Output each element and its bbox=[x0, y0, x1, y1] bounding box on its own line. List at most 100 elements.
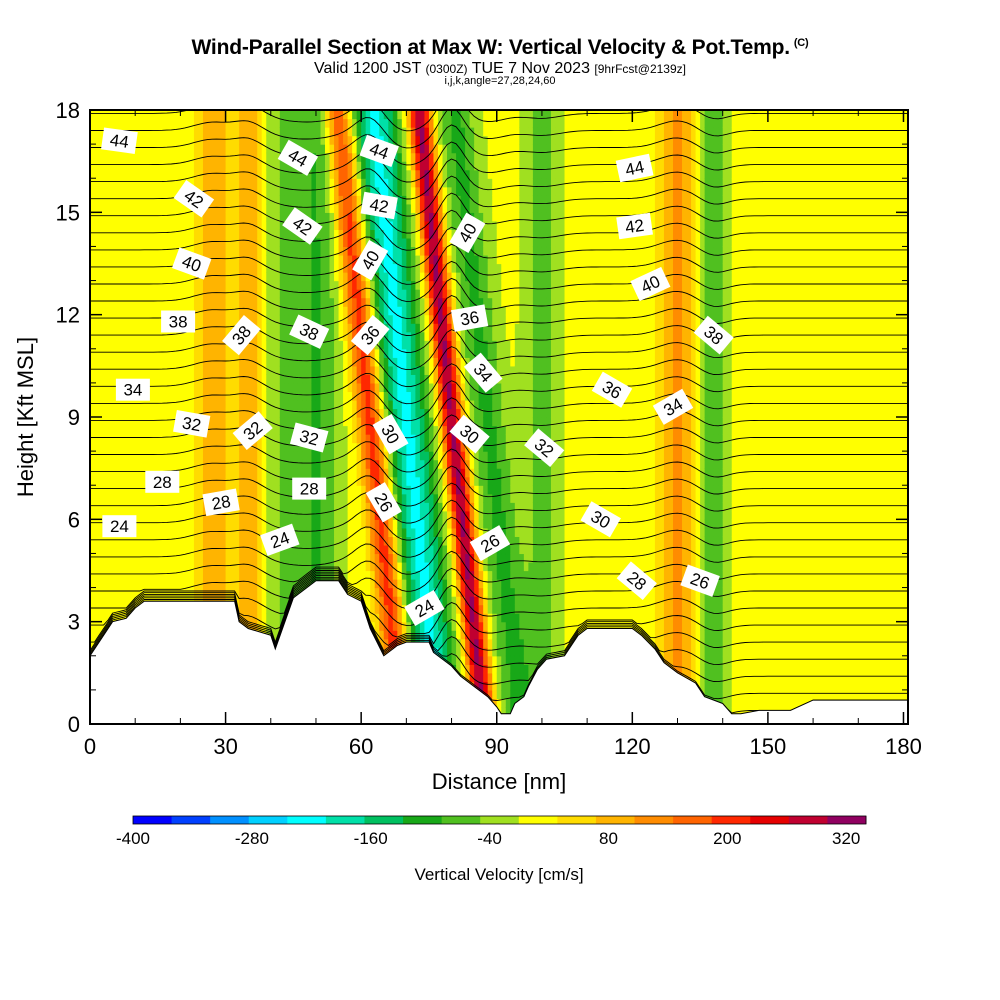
velocity-cell bbox=[311, 195, 317, 205]
velocity-cell bbox=[180, 340, 186, 350]
velocity-cell bbox=[171, 408, 177, 418]
velocity-cell bbox=[157, 579, 163, 589]
velocity-cell bbox=[157, 314, 163, 324]
velocity-cell bbox=[279, 417, 285, 427]
velocity-cell bbox=[293, 272, 299, 282]
velocity-cell bbox=[157, 519, 163, 529]
velocity-cell bbox=[257, 246, 263, 256]
velocity-cell bbox=[112, 544, 118, 555]
velocity-cell bbox=[216, 161, 222, 171]
velocity-cell bbox=[352, 161, 358, 171]
velocity-cell bbox=[221, 280, 227, 290]
velocity-cell bbox=[257, 195, 263, 205]
velocity-cell bbox=[153, 127, 159, 137]
velocity-cell bbox=[397, 587, 403, 597]
velocity-cell bbox=[306, 254, 313, 265]
velocity-cell bbox=[325, 374, 331, 384]
velocity-cell bbox=[239, 212, 245, 222]
velocity-cell bbox=[311, 348, 317, 358]
velocity-cell bbox=[153, 527, 159, 537]
velocity-cell bbox=[166, 451, 172, 461]
velocity-cell bbox=[162, 348, 168, 358]
velocity-cell bbox=[108, 246, 114, 256]
velocity-cell bbox=[388, 186, 394, 196]
velocity-cell bbox=[90, 306, 96, 316]
velocity-cell bbox=[252, 178, 258, 188]
velocity-cell bbox=[230, 365, 236, 375]
velocity-cell bbox=[153, 323, 159, 333]
velocity-cell bbox=[184, 502, 191, 512]
velocity-cell bbox=[311, 118, 317, 128]
velocity-cell bbox=[306, 357, 313, 367]
velocity-cell bbox=[126, 587, 132, 597]
velocity-cell bbox=[207, 186, 213, 196]
velocity-cell bbox=[144, 340, 150, 350]
velocity-cell bbox=[90, 314, 96, 324]
velocity-cell bbox=[257, 604, 263, 614]
velocity-cell bbox=[325, 186, 331, 196]
velocity-cell bbox=[275, 186, 281, 196]
velocity-cell bbox=[392, 331, 398, 341]
velocity-cell bbox=[356, 579, 362, 589]
velocity-cell bbox=[352, 476, 358, 486]
velocity-cell bbox=[198, 152, 204, 162]
velocity-cell bbox=[94, 502, 100, 512]
velocity-cell bbox=[370, 596, 376, 606]
velocity-cell bbox=[171, 135, 177, 145]
velocity-cell bbox=[216, 357, 222, 367]
velocity-cell bbox=[144, 314, 150, 324]
velocity-cell bbox=[216, 425, 222, 435]
velocity-cell bbox=[279, 280, 285, 290]
velocity-cell bbox=[302, 374, 308, 384]
velocity-cell bbox=[343, 391, 349, 401]
velocity-cell bbox=[275, 434, 281, 444]
velocity-cell bbox=[329, 220, 335, 230]
velocity-cell bbox=[383, 220, 389, 230]
velocity-cell bbox=[329, 161, 335, 171]
velocity-cell bbox=[392, 408, 398, 418]
velocity-cell bbox=[171, 144, 177, 154]
velocity-cell bbox=[221, 519, 227, 529]
velocity-cell bbox=[365, 485, 371, 495]
velocity-cell bbox=[270, 459, 276, 469]
velocity-cell bbox=[234, 399, 240, 410]
velocity-cell bbox=[302, 519, 308, 529]
velocity-cell bbox=[121, 237, 127, 248]
velocity-cell bbox=[157, 152, 163, 162]
velocity-cell bbox=[320, 220, 326, 230]
velocity-cell bbox=[248, 110, 254, 120]
velocity-cell bbox=[193, 459, 200, 469]
velocity-cell bbox=[193, 442, 200, 452]
velocity-cell bbox=[370, 169, 376, 179]
velocity-cell bbox=[311, 314, 317, 324]
velocity-cell bbox=[189, 544, 195, 555]
velocity-cell bbox=[234, 536, 240, 546]
velocity-cell bbox=[248, 536, 254, 546]
velocity-cell bbox=[288, 365, 294, 375]
velocity-cell bbox=[266, 186, 272, 196]
velocity-cell bbox=[352, 289, 358, 299]
velocity-cell bbox=[383, 399, 389, 410]
velocity-cell bbox=[135, 485, 141, 495]
velocity-cell bbox=[243, 544, 249, 555]
velocity-cell bbox=[112, 579, 118, 589]
velocity-cell bbox=[108, 110, 114, 120]
velocity-cell bbox=[103, 272, 109, 282]
velocity-cell bbox=[361, 127, 367, 137]
velocity-cell bbox=[90, 272, 96, 282]
velocity-cell bbox=[193, 237, 200, 248]
velocity-cell bbox=[352, 391, 358, 401]
velocity-cell bbox=[329, 127, 335, 137]
velocity-cell bbox=[397, 630, 403, 640]
velocity-cell bbox=[293, 459, 299, 469]
velocity-cell bbox=[207, 536, 213, 546]
velocity-cell bbox=[216, 510, 222, 520]
velocity-cell bbox=[171, 493, 177, 503]
velocity-cell bbox=[198, 519, 204, 529]
velocity-cell bbox=[234, 417, 240, 427]
velocity-cell bbox=[392, 220, 398, 230]
velocity-cell bbox=[139, 570, 145, 580]
velocity-cell bbox=[230, 263, 236, 273]
velocity-cell bbox=[225, 365, 231, 375]
velocity-cell bbox=[293, 280, 299, 290]
